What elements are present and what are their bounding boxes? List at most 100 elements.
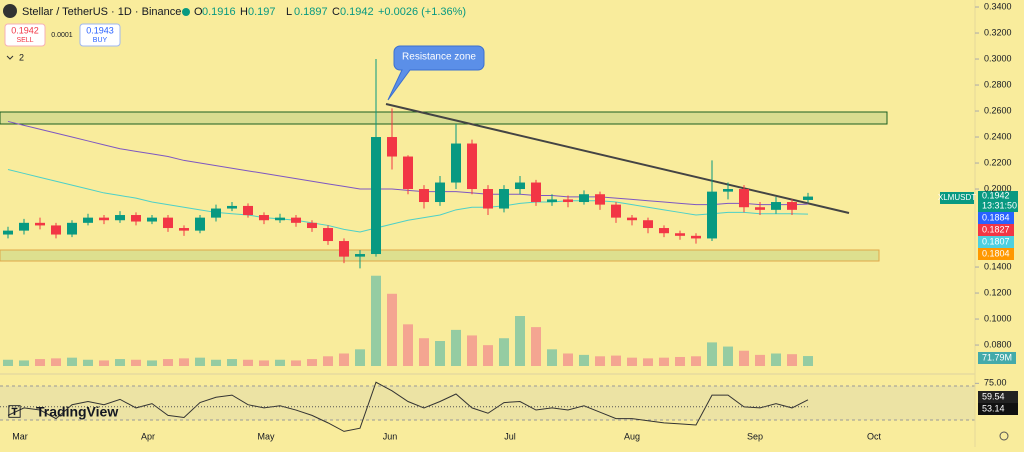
- candle-body: [19, 222, 29, 231]
- candle-body: [675, 233, 685, 236]
- volume-bar: [19, 360, 29, 366]
- volume-tag: [978, 352, 1016, 364]
- candle-body: [291, 217, 301, 223]
- candle-body: [467, 143, 477, 190]
- candle-body: [67, 222, 77, 235]
- volume-bar: [515, 316, 525, 366]
- volume-bar: [83, 359, 93, 366]
- volume-bar: [675, 356, 685, 366]
- volume-bar: [147, 360, 157, 366]
- candle-body: [451, 143, 461, 183]
- candle-body: [83, 217, 93, 223]
- y-tick-label: 0.2000: [984, 183, 1012, 193]
- x-tick-label: May: [257, 431, 275, 441]
- volume-bar: [67, 357, 77, 366]
- candle-body: [339, 241, 349, 257]
- y-tick-label: 0.2400: [984, 131, 1012, 141]
- brand: TradingView: [36, 404, 118, 420]
- x-tick-label: Apr: [141, 431, 155, 441]
- volume-bar: [243, 359, 253, 366]
- candle-body: [227, 205, 237, 209]
- volume-bar: [227, 359, 237, 366]
- spread: 0.0001: [51, 32, 73, 39]
- x-tick-label: Mar: [12, 431, 28, 441]
- candle-body: [579, 194, 589, 203]
- candle-body: [739, 189, 749, 208]
- candle-body: [531, 182, 541, 203]
- rsi-band: [0, 386, 975, 420]
- candle-body: [643, 220, 653, 229]
- last-price: 0.1942: [982, 190, 1010, 200]
- candle-body: [659, 228, 669, 234]
- ohlc-key: O: [194, 6, 203, 18]
- ohlc: O 0.1916 H 0.197 L 0.1897 C 0.1942 +0.0026 (+1.3…: [194, 6, 466, 18]
- volume-bar: [643, 358, 653, 366]
- x-tick-label: Jun: [383, 431, 398, 441]
- volume-bar: [595, 356, 605, 366]
- volume-bar: [547, 349, 557, 366]
- price-label-bg: [978, 224, 1014, 236]
- candle-body: [387, 137, 397, 157]
- sell-price: 0.1942: [11, 25, 39, 35]
- x-tick-label: Jul: [504, 431, 516, 441]
- moving-average: [7, 169, 809, 233]
- candle-body: [179, 228, 189, 231]
- y-tick-label: 0.2600: [984, 105, 1012, 115]
- volume-bar: [435, 341, 445, 366]
- candle-body: [307, 222, 317, 229]
- candle-body: [515, 182, 525, 190]
- candle-body: [691, 235, 701, 239]
- y-tick-label: 0.3200: [984, 27, 1012, 37]
- volume-bar: [787, 354, 797, 366]
- candle-body: [595, 194, 605, 205]
- candle-body: [563, 199, 573, 203]
- ohlc-key: C: [332, 6, 340, 18]
- volume-bar: [707, 342, 717, 366]
- candle-body: [803, 196, 813, 200]
- buy-button[interactable]: [79, 23, 121, 47]
- collapse-chevron[interactable]: [6, 55, 14, 60]
- candle-body: [723, 189, 733, 192]
- callout[interactable]: [387, 45, 485, 101]
- price-label: 0.1807: [982, 236, 1010, 246]
- volume-bar: [3, 359, 13, 366]
- ohlc-key: L: [286, 6, 292, 18]
- volume-bar: [579, 354, 589, 366]
- candle-body: [627, 217, 637, 221]
- plot: [0, 59, 813, 432]
- y-tick-label: 0.3000: [984, 53, 1012, 63]
- volume-bar: [291, 360, 301, 366]
- price-label: 0.1884: [982, 212, 1010, 222]
- price-label: 0.1827: [982, 224, 1010, 234]
- trend-line[interactable]: [385, 103, 850, 214]
- candle-body: [707, 191, 717, 239]
- volume-bar: [99, 360, 109, 366]
- settings-icon[interactable]: [999, 431, 1009, 441]
- candle-body: [483, 189, 493, 209]
- indicator-count: 2: [19, 52, 24, 62]
- volume-bar: [755, 354, 765, 366]
- y-tick-label: 0.1400: [984, 261, 1012, 271]
- sell-button[interactable]: [4, 23, 46, 47]
- volume-bar: [563, 353, 573, 366]
- volume-bar: [387, 293, 397, 366]
- volume-bar: [803, 356, 813, 366]
- title: Stellar / TetherUS · 1D · Binance: [22, 6, 181, 18]
- x-tick-label: Oct: [867, 431, 882, 441]
- volume-bar: [403, 324, 413, 366]
- y-tick-label: 0.1200: [984, 287, 1012, 297]
- volume-bar: [627, 357, 637, 366]
- symbol-tag-text: XLMUSDT: [938, 193, 976, 202]
- rsi-tick-label: 75.00: [984, 378, 1007, 388]
- candle-body: [547, 199, 557, 203]
- volume-bar: [531, 327, 541, 366]
- volume-bar: [483, 345, 493, 366]
- buy-label: BUY: [93, 37, 108, 44]
- candle-body: [211, 208, 221, 218]
- symbol-logo[interactable]: [3, 4, 17, 18]
- status-dot: [182, 8, 190, 16]
- candle-body: [371, 137, 381, 255]
- support-zone[interactable]: [0, 249, 880, 262]
- price-label-bg: [978, 248, 1014, 260]
